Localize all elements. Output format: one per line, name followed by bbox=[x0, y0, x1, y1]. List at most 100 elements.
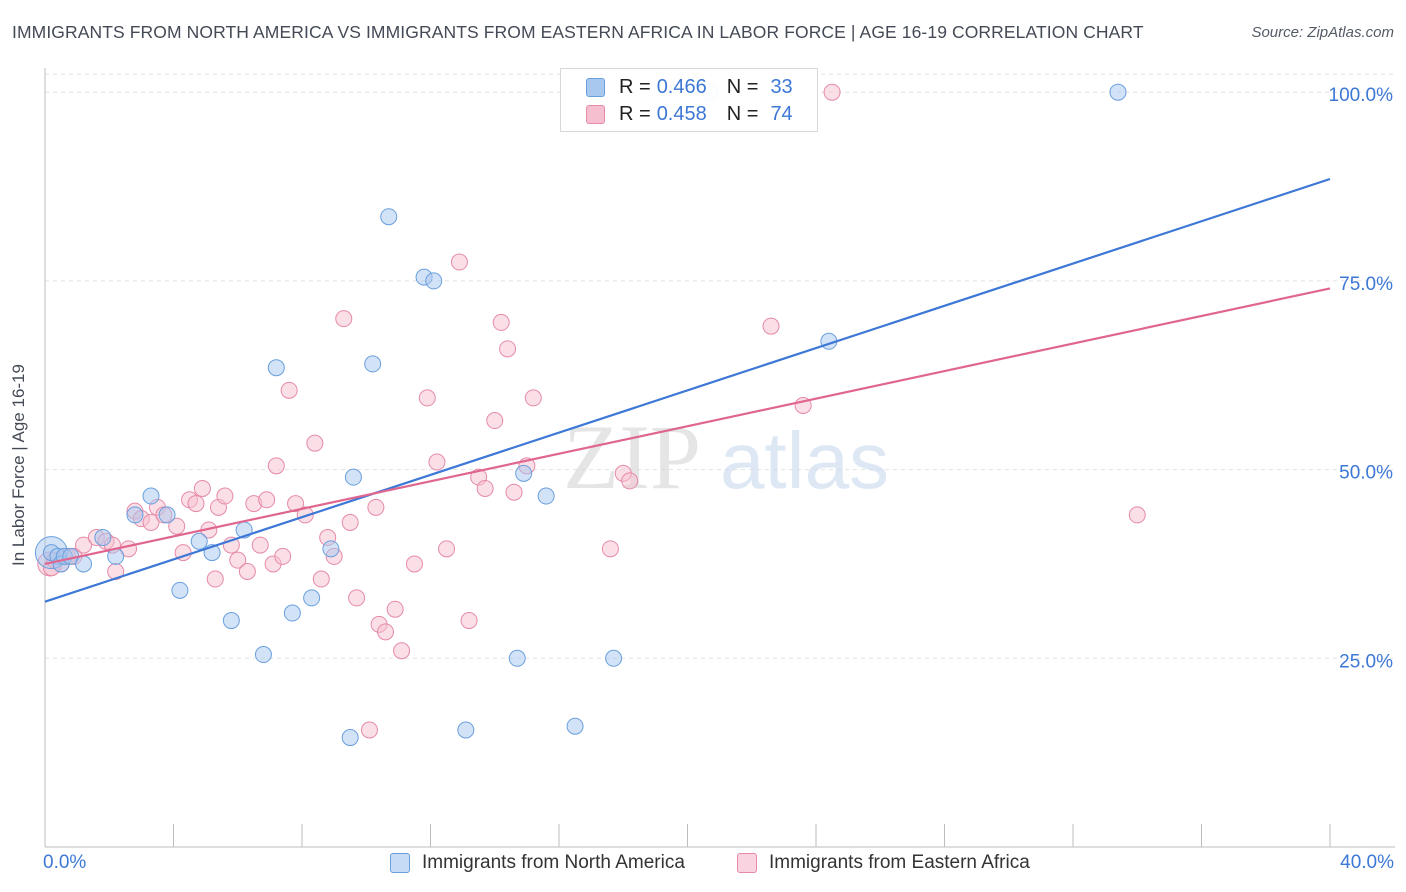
data-point bbox=[126, 506, 144, 524]
data-point bbox=[566, 717, 584, 735]
y-tick-label: 75.0% bbox=[1339, 274, 1393, 295]
data-point bbox=[537, 487, 555, 505]
data-point bbox=[312, 570, 330, 588]
data-point bbox=[348, 589, 366, 607]
data-point bbox=[193, 479, 211, 497]
y-tick-labels: 25.0% 50.0% 75.0% 100.0% bbox=[1329, 85, 1394, 672]
data-point bbox=[306, 434, 324, 452]
data-point bbox=[341, 513, 359, 531]
data-point bbox=[364, 355, 382, 373]
legend-item-north-america: Immigrants from North America bbox=[390, 852, 685, 874]
data-point bbox=[418, 389, 436, 407]
data-point bbox=[187, 495, 205, 513]
data-point bbox=[94, 529, 112, 547]
eastern-africa-legend-swatch bbox=[737, 853, 757, 873]
data-point bbox=[393, 642, 411, 660]
r-value: 0.466 bbox=[656, 75, 707, 98]
data-point bbox=[296, 506, 314, 524]
data-point bbox=[460, 612, 478, 630]
x-tick-label-max: 40.0% bbox=[1340, 852, 1394, 873]
y-tick-label: 25.0% bbox=[1339, 651, 1393, 672]
series-north-america bbox=[34, 83, 1127, 747]
data-point bbox=[360, 721, 378, 739]
data-point bbox=[762, 317, 780, 335]
legend-item-eastern-africa: Immigrants from Eastern Africa bbox=[737, 852, 1030, 874]
r-label: R = bbox=[619, 75, 651, 98]
trend-line-north-america bbox=[44, 177, 1331, 603]
data-point bbox=[75, 555, 93, 573]
data-point bbox=[386, 600, 404, 618]
north-america-swatch bbox=[586, 77, 605, 97]
data-point bbox=[206, 570, 224, 588]
stats-legend-row-eastern-africa: R = 0.458 N = 74 bbox=[586, 102, 793, 126]
data-point bbox=[254, 646, 272, 664]
data-point bbox=[267, 359, 285, 377]
data-point bbox=[601, 540, 619, 558]
data-point bbox=[168, 517, 186, 535]
data-point bbox=[1128, 506, 1146, 524]
n-value: 33 bbox=[770, 75, 793, 98]
data-point bbox=[229, 551, 247, 569]
data-point bbox=[267, 457, 285, 475]
data-point bbox=[621, 472, 639, 490]
data-point bbox=[492, 313, 510, 331]
data-point bbox=[486, 412, 504, 430]
north-america-legend-swatch bbox=[390, 853, 410, 873]
data-point bbox=[428, 453, 446, 471]
data-point bbox=[508, 649, 526, 667]
data-point bbox=[476, 479, 494, 497]
data-point bbox=[380, 208, 398, 226]
data-point bbox=[216, 487, 234, 505]
data-point bbox=[274, 547, 292, 565]
axes bbox=[44, 68, 1395, 848]
stats-legend: R = 0.466 N = 33 R = 0.458 N = 74 bbox=[560, 68, 818, 132]
data-point bbox=[283, 604, 301, 622]
r-value: 0.458 bbox=[656, 102, 707, 125]
data-point bbox=[605, 649, 623, 667]
source-label: Source: ZipAtlas.com bbox=[1251, 24, 1394, 41]
y-tick-label: 100.0% bbox=[1329, 85, 1394, 106]
data-point bbox=[515, 464, 533, 482]
data-point bbox=[190, 532, 208, 550]
stats-legend-row-north-america: R = 0.466 N = 33 bbox=[586, 75, 793, 99]
data-point bbox=[75, 536, 93, 554]
data-point bbox=[505, 483, 523, 501]
data-point bbox=[341, 729, 359, 747]
data-point bbox=[524, 389, 542, 407]
watermark-atlas: atlas bbox=[720, 416, 889, 505]
r-label: R = bbox=[619, 102, 651, 125]
data-point bbox=[171, 581, 189, 599]
watermark: ZIP atlas bbox=[563, 406, 889, 508]
data-point bbox=[142, 513, 160, 531]
data-point bbox=[158, 506, 176, 524]
data-point bbox=[450, 253, 468, 271]
x-tick-label-min: 0.0% bbox=[43, 852, 87, 873]
data-point bbox=[425, 272, 443, 290]
data-point bbox=[499, 340, 517, 358]
eastern-africa-swatch bbox=[586, 104, 605, 124]
data-point bbox=[457, 721, 475, 739]
data-point bbox=[280, 381, 298, 399]
legend-label: Immigrants from Eastern Africa bbox=[769, 852, 1030, 873]
data-point bbox=[258, 491, 276, 509]
data-point bbox=[238, 562, 256, 580]
trend-lines bbox=[44, 177, 1331, 603]
data-point bbox=[438, 540, 456, 558]
watermark-zip: ZIP bbox=[563, 406, 701, 508]
n-label: N = bbox=[726, 75, 759, 98]
n-value: 74 bbox=[770, 102, 793, 125]
data-point bbox=[335, 310, 353, 328]
data-point bbox=[322, 540, 340, 558]
data-point bbox=[142, 487, 160, 505]
data-point bbox=[287, 495, 305, 513]
legend-label: Immigrants from North America bbox=[422, 852, 685, 873]
data-point bbox=[1109, 83, 1127, 101]
chart-title: IMMIGRANTS FROM NORTH AMERICA VS IMMIGRA… bbox=[12, 22, 1144, 42]
y-tick-label: 50.0% bbox=[1339, 463, 1393, 484]
n-label: N = bbox=[726, 102, 759, 125]
data-point bbox=[222, 612, 240, 630]
trend-line-eastern-africa bbox=[44, 287, 1331, 566]
data-point bbox=[405, 555, 423, 573]
data-point bbox=[823, 83, 841, 101]
